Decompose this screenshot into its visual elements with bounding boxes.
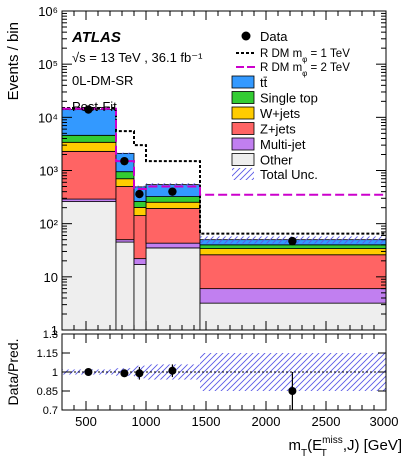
y-tick-label-3: 10³ <box>39 164 58 179</box>
bar-other-bin-2 <box>133 264 147 331</box>
data-point-4 <box>288 236 297 246</box>
legend-swatch-w-jets <box>231 106 255 120</box>
bar-multi-jet-bin-3 <box>145 242 201 249</box>
stacked-bars <box>61 109 387 331</box>
y-tick-label-0: 1 <box>51 323 58 338</box>
main-axes: 1 10 10² 10³ 10⁴ 10⁵ 10⁶ <box>38 4 387 338</box>
x-tick-label-1: 1000 <box>132 414 161 429</box>
bar-single-top-bin-4 <box>199 244 387 249</box>
ratio-axes: 0.7 0.85 1 1.15 1.3 500 1000 1500 2000 2500 3000 <box>37 329 399 429</box>
bar-single-top-bin-3 <box>145 196 201 203</box>
legend-label-tt-: tt̄ <box>260 75 268 90</box>
bar-w-jets-bin-1 <box>115 178 135 187</box>
bar-z-jets-bin-0 <box>61 150 117 200</box>
ratio-y-tick-label-4: 1.3 <box>43 329 58 341</box>
legend-signal2-label: R DM mφ = 2 TeV <box>260 62 350 78</box>
bar-other-bin-4 <box>199 302 387 331</box>
bar-single-top-bin-1 <box>115 171 135 180</box>
ratio-point-4 <box>288 387 297 395</box>
bar-multi-jet-bin-4 <box>199 288 387 304</box>
y-axis-title-ratio: Data/Pred. <box>5 339 21 406</box>
legend-label-z-jets: Z+jets <box>260 122 296 137</box>
y-tick-label-4: 10⁴ <box>38 110 58 125</box>
legend-data-label: Data <box>260 29 288 44</box>
y-tick-label-2: 10² <box>39 217 58 232</box>
data-points <box>84 105 297 246</box>
ratio-y-tick-label-1: 0.85 <box>37 386 58 398</box>
ratio-point-1 <box>120 369 129 378</box>
bar-z-jets-bin-2 <box>133 215 147 260</box>
total-unc-bin-3 <box>146 183 200 187</box>
x-tick-label-4: 2500 <box>312 414 341 429</box>
bar-single-top-bin-0 <box>61 134 117 143</box>
legend-label-w-jets: W+jets <box>260 106 301 121</box>
total-unc-bin-2 <box>134 185 146 189</box>
legend-swatch-tt- <box>231 75 255 89</box>
data-point-0 <box>84 105 93 114</box>
signal-line-2 <box>62 107 386 196</box>
energy-lumi-label: √s = 13 TeV , 36.1 fb⁻¹ <box>72 50 203 65</box>
total-unc-bin-1 <box>116 152 134 155</box>
legend-swatch-multi-jet <box>231 137 255 151</box>
ratio-point-2 <box>135 369 144 378</box>
legend-label-single-top: Single top <box>260 91 318 106</box>
ratio-point-3 <box>168 366 177 375</box>
y-tick-label-1: 10 <box>44 270 58 285</box>
x-tick-label-2: 1500 <box>192 414 221 429</box>
ratio-panel: 0.7 0.85 1 1.15 1.3 500 1000 1500 2000 2500 3000 <box>37 329 399 429</box>
y-tick-label-6: 10⁶ <box>38 4 58 19</box>
x-tick-label-0: 500 <box>75 414 97 429</box>
legend-unc-swatch <box>232 168 254 180</box>
signal-lines <box>62 106 386 235</box>
data-point-2 <box>135 189 144 199</box>
legend-label-multi-jet: Multi-jet <box>260 137 306 152</box>
atlas-label: ATLAS <box>71 29 121 46</box>
ratio-y-tick-label-2: 1 <box>52 367 58 379</box>
x-axis-title: mT(Emiss T ,J) [GeV] <box>289 435 402 459</box>
region-label: 0L-DM-SR <box>72 73 133 88</box>
fit-status-label: Post-Fit <box>72 99 117 114</box>
x-tick-label-3: 2000 <box>252 414 281 429</box>
bar-w-jets-bin-2 <box>133 207 147 216</box>
bar-z-jets-bin-4 <box>199 254 387 290</box>
ratio-y-tick-label-3: 1.15 <box>37 348 58 360</box>
ratio-y-tick-label-0: 0.7 <box>43 405 58 417</box>
legend-swatch-other <box>231 153 255 166</box>
legend: Data R DM mφ = 1 TeV R DM mφ = 2 TeV tt̄… <box>231 29 350 182</box>
y-tick-label-5: 10⁵ <box>38 57 58 72</box>
legend-swatch-z-jets <box>231 122 255 135</box>
ratio-point-0 <box>84 368 93 376</box>
bar-single-top-bin-2 <box>133 201 147 208</box>
bar-w-jets-bin-3 <box>145 201 201 209</box>
y-axis-title-main: Events / bin <box>5 22 22 100</box>
legend-signal1-label: R DM mφ = 1 TeV <box>260 48 350 64</box>
data-point-3 <box>168 187 177 196</box>
bar-w-jets-bin-0 <box>61 141 117 152</box>
bar-other-bin-1 <box>115 241 135 331</box>
data-point-1 <box>120 156 129 166</box>
bar-other-bin-3 <box>145 247 201 331</box>
bar-w-jets-bin-4 <box>199 248 387 256</box>
legend-unc-label: Total Unc. <box>260 167 318 182</box>
bar-multi-jet-bin-2 <box>133 258 147 265</box>
legend-label-other: Other <box>260 153 293 168</box>
bar-z-jets-bin-3 <box>145 208 201 244</box>
legend-swatch-single-top <box>231 91 255 104</box>
x-tick-label-5: 3000 <box>370 414 399 429</box>
bar-z-jets-bin-1 <box>115 186 135 241</box>
signal-line-1 <box>62 106 386 235</box>
legend-data-marker <box>241 31 251 41</box>
bar-other-bin-0 <box>61 201 117 331</box>
ratio-points <box>84 364 297 410</box>
main-panel: 1 10 10² 10³ 10⁴ 10⁵ 10⁶ <box>38 4 387 338</box>
